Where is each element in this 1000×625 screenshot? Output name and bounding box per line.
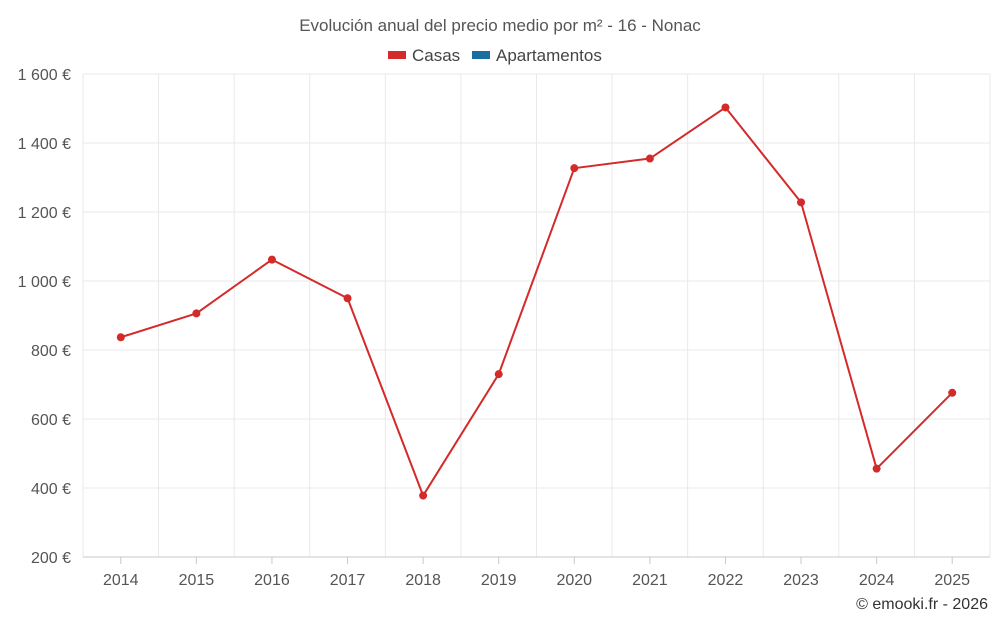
data-point[interactable] <box>797 198 806 207</box>
data-point[interactable] <box>192 309 201 318</box>
x-tick-label: 2020 <box>556 572 592 589</box>
series-line <box>120 106 953 497</box>
data-point[interactable] <box>343 294 352 303</box>
data-point[interactable] <box>419 491 428 500</box>
y-tick-label: 1 400 € <box>18 136 71 153</box>
legend-item-apartamentos[interactable]: Apartamentos <box>472 46 602 65</box>
data-point[interactable] <box>494 370 503 379</box>
x-tick-label: 2021 <box>632 572 668 589</box>
data-point[interactable] <box>948 388 957 397</box>
x-tick-label: 2015 <box>179 572 215 589</box>
x-tick-label: 2019 <box>481 572 517 589</box>
y-tick-label: 200 € <box>31 550 71 567</box>
x-tick-label: 2014 <box>103 572 139 589</box>
chart-title: Evolución anual del precio medio por m² … <box>299 16 701 35</box>
legend-label-apartamentos: Apartamentos <box>496 46 602 65</box>
legend-item-casas[interactable]: Casas <box>388 46 460 65</box>
data-point[interactable] <box>645 154 654 163</box>
y-tick-label: 1 000 € <box>18 274 71 291</box>
data-point[interactable] <box>267 255 276 264</box>
data-point[interactable] <box>570 164 579 173</box>
y-tick-label: 400 € <box>31 481 71 498</box>
credit-text: © emooki.fr - 2026 <box>856 596 988 613</box>
series-casas <box>116 103 957 500</box>
data-point[interactable] <box>721 103 730 112</box>
grid <box>82 73 991 558</box>
x-tick-label: 2016 <box>254 572 290 589</box>
y-tick-label: 1 200 € <box>18 205 71 222</box>
y-tick-label: 1 600 € <box>18 67 71 84</box>
legend-swatch-casas <box>388 51 406 59</box>
x-tick-label: 2018 <box>405 572 441 589</box>
x-tick-label: 2025 <box>934 572 970 589</box>
x-tick-label: 2022 <box>708 572 744 589</box>
x-tick-label: 2024 <box>859 572 895 589</box>
y-tick-label: 800 € <box>31 343 71 360</box>
legend: Casas Apartamentos <box>388 46 602 65</box>
axes: 200 € 400 € 600 € 800 € 1 000 € 1 200 € 1 400 … <box>18 67 990 589</box>
y-tick-label: 600 € <box>31 412 71 429</box>
x-tick-label: 2017 <box>330 572 366 589</box>
x-tick-label: 2023 <box>783 572 819 589</box>
data-point[interactable] <box>872 464 881 473</box>
legend-swatch-apartamentos <box>472 51 490 59</box>
legend-label-casas: Casas <box>412 46 460 65</box>
data-point[interactable] <box>116 333 125 342</box>
